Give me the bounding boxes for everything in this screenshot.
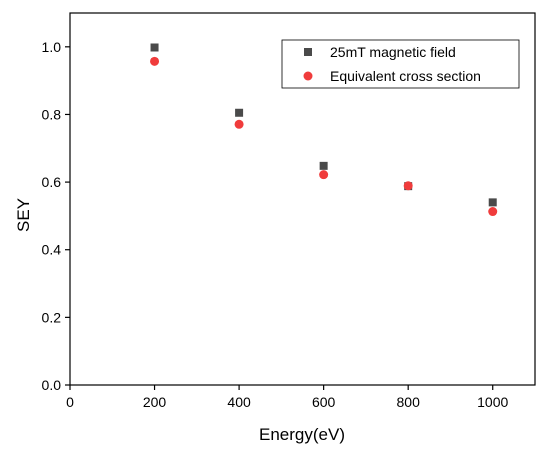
plot-frame (69, 12, 536, 386)
y-tick-label: 0.8 (42, 106, 62, 122)
x-axis-label: Energy(eV) (259, 425, 345, 444)
data-point (150, 43, 159, 52)
data-point (150, 56, 160, 66)
data-points (150, 43, 498, 217)
data-point (488, 198, 497, 207)
y-tick-label: 0.6 (42, 174, 62, 190)
data-point (488, 207, 498, 217)
y-tick-label: 0.0 (42, 377, 62, 393)
x-tick-label: 0 (66, 394, 74, 410)
data-point (319, 161, 328, 170)
x-tick-label: 800 (397, 394, 421, 410)
data-point (403, 181, 413, 191)
y-tick-label: 0.2 (42, 309, 62, 325)
x-tick-label: 400 (227, 394, 251, 410)
data-point (319, 170, 329, 180)
data-point (235, 108, 244, 117)
y-axis-label: SEY (14, 198, 33, 232)
legend-marker (303, 71, 313, 81)
legend-label: 25mT magnetic field (330, 44, 456, 60)
x-tick-label: 600 (312, 394, 336, 410)
legend-marker (304, 48, 312, 56)
legend: 25mT magnetic field Equivalent cross sect… (281, 39, 520, 89)
legend-box (281, 39, 520, 89)
y-tick-label: 1.0 (42, 39, 62, 55)
x-tick-label: 200 (143, 394, 167, 410)
x-tick-label: 1000 (477, 394, 508, 410)
legend-label: Equivalent cross section (330, 68, 481, 84)
series-group (150, 56, 498, 217)
y-tick-label: 0.4 (42, 242, 62, 258)
axes: 0 200 400 600 800 1000 0.0 0.2 0.4 0.6 0.8 1.0 (42, 12, 536, 410)
data-point (234, 119, 244, 129)
